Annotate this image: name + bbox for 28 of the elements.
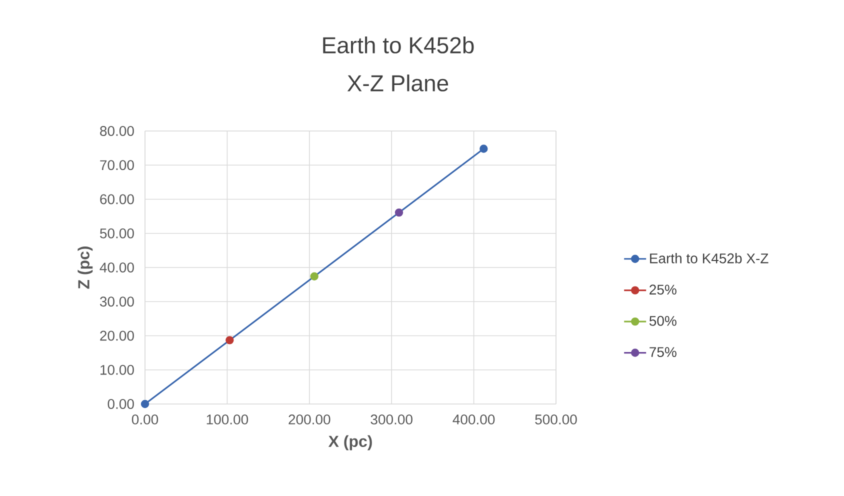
y-axis-title: Z (pc) bbox=[78, 246, 93, 289]
chart-title: Earth to K452b bbox=[323, 36, 474, 54]
x-tick-label: 200.00 bbox=[288, 414, 330, 424]
point bbox=[226, 336, 234, 344]
point bbox=[394, 208, 404, 217]
y-tick-label: 70.00 bbox=[100, 160, 134, 170]
y-tick-label: 10.00 bbox=[100, 364, 134, 375]
point bbox=[310, 272, 318, 280]
x-tick-label: 100.00 bbox=[206, 414, 248, 424]
legend-label: Earth to K452b X-Z bbox=[650, 253, 768, 264]
chart-subtitle: X-Z Plane bbox=[347, 74, 448, 92]
x-tick-label: 400.00 bbox=[452, 414, 495, 424]
y-tick-label: 80.00 bbox=[100, 126, 134, 136]
y-tick-label: 60.00 bbox=[100, 194, 134, 204]
y-tick-label: 50.00 bbox=[100, 228, 134, 238]
x-tick-label: 0.00 bbox=[132, 414, 158, 424]
legend-label: 75% bbox=[650, 347, 676, 358]
y-tick-label: 0.00 bbox=[108, 399, 134, 409]
point bbox=[140, 400, 150, 408]
x-tick-label: 300.00 bbox=[370, 414, 412, 424]
legend-label: 25% bbox=[650, 284, 676, 295]
y-tick-label: 40.00 bbox=[100, 262, 134, 272]
y-tick-label: 20.00 bbox=[100, 330, 134, 341]
y-tick-label: 30.00 bbox=[100, 296, 134, 307]
legend-label: 50% bbox=[649, 316, 676, 326]
x-tick-label: 500.00 bbox=[535, 414, 577, 424]
x-axis-title: X (pc) bbox=[328, 435, 372, 450]
point bbox=[480, 144, 488, 153]
